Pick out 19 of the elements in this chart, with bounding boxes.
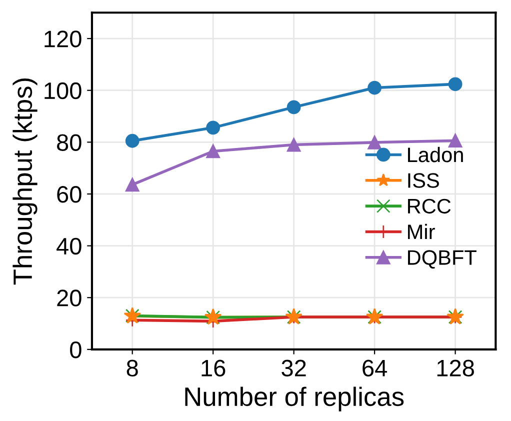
y-tick-label: 100 [44,82,82,100]
y-tick-label: 120 [44,30,82,48]
x-axis-title: Number of replicas [185,386,404,412]
legend-label: DQBFT [408,250,476,269]
legend-label: Mir [408,224,435,240]
y-tick-label: 40 [56,238,82,255]
x-tick-label: 16 [202,360,226,376]
legend-label: RCC [408,198,451,214]
legend-label: ISS [408,173,439,188]
x-tick-label: 32 [282,360,306,376]
x-tick-label: 64 [362,360,388,376]
y-tick-label: 80 [57,134,82,151]
y-tick-label: 0 [70,342,82,358]
x-tick-label: 8 [126,360,138,376]
y-axis-title: Throughput (ktps) [12,78,38,285]
y-tick-label: 20 [57,290,82,306]
legend-label: Ladon [408,146,463,162]
y-tick-label: 60 [57,186,82,203]
x-tick-label: 128 [437,360,474,376]
